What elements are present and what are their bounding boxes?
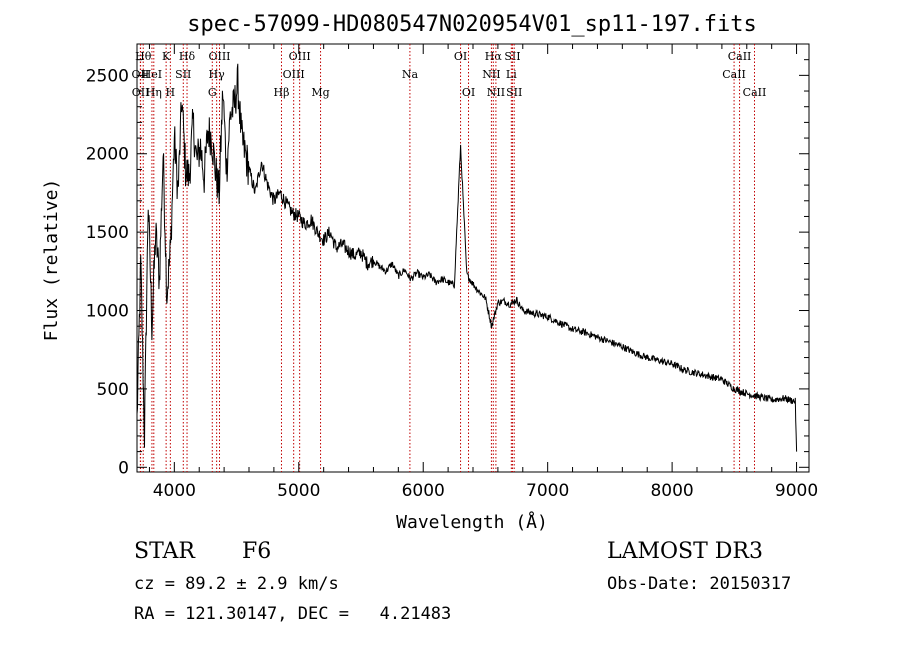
marker-label-8: SII: [175, 68, 191, 81]
x-tick-label-2: 6000: [402, 481, 445, 501]
coordinates: RA = 121.30147, DEC = 4.21483: [134, 604, 452, 624]
marker-label-21: NII: [487, 86, 505, 99]
marker-label-13: OIII: [289, 50, 311, 63]
y-tick-label-4: 2000: [86, 145, 129, 165]
y-tick-label-3: 1500: [86, 223, 129, 243]
marker-label-23: Li: [506, 68, 517, 81]
y-tick-label-1: 500: [97, 380, 129, 400]
marker-label-7: Hδ: [179, 50, 196, 63]
marker-label-0: Hθ: [135, 50, 152, 63]
x-tick-label-4: 8000: [650, 481, 693, 501]
marker-label-20: NII: [482, 68, 500, 81]
obs-date: Obs-Date: 20150317: [607, 574, 792, 594]
marker-label-12: Hβ: [274, 86, 290, 99]
marker-label-27: CaII: [743, 86, 767, 99]
marker-label-11: G: [208, 86, 217, 99]
marker-label-22: SII: [504, 50, 520, 63]
series-line-0: [136, 63, 798, 452]
marker-label-14: OIII: [283, 68, 305, 81]
object-class: STAR: [134, 539, 195, 564]
marker-label-17: OI: [454, 50, 467, 63]
marker-label-9: OIII: [208, 50, 230, 63]
survey-name: LAMOST DR3: [607, 539, 763, 564]
marker-label-6: H: [166, 86, 176, 99]
y-tick-label-0: 0: [118, 458, 129, 478]
marker-label-5: K: [162, 50, 171, 63]
y-axis: 0 500 1000 1500 2000 2500: [86, 59, 809, 478]
x-tick-label-1: 5000: [277, 481, 320, 501]
marker-label-15: Mg: [311, 86, 329, 99]
marker-label-3: HeI: [142, 68, 162, 81]
marker-label-1: OII: [132, 68, 150, 81]
marker-label-26: CaII: [722, 68, 746, 81]
marker-label-18: OI: [462, 86, 475, 99]
series-group: [136, 63, 798, 452]
marker-label-24: SII: [506, 86, 522, 99]
y-tick-label-5: 2500: [86, 66, 129, 86]
marker-label-2: OII: [132, 86, 150, 99]
y-axis-label: Flux (relative): [41, 179, 62, 342]
marker-label-19: Hα: [485, 50, 503, 63]
x-tick-label-3: 7000: [526, 481, 569, 501]
x-tick-label-0: 4000: [153, 481, 196, 501]
x-axis: 4000 5000 6000 7000 8000 9000: [148, 44, 818, 501]
marker-label-4: Hη: [146, 86, 162, 99]
y-tick-label-2: 1000: [86, 302, 129, 322]
redshift-text: cz = 89.2 ± 2.9 km/s: [134, 574, 339, 594]
marker-label-10: Hγ: [209, 68, 226, 81]
subclass: F6: [242, 539, 272, 564]
chart-title: spec-57099-HD080547N020954V01_sp11-197.f…: [187, 12, 757, 37]
marker-label-16: Na: [402, 68, 419, 81]
marker-label-25: CaII: [728, 50, 752, 63]
x-axis-label: Wavelength (Å): [396, 511, 548, 533]
x-tick-label-5: 9000: [775, 481, 818, 501]
